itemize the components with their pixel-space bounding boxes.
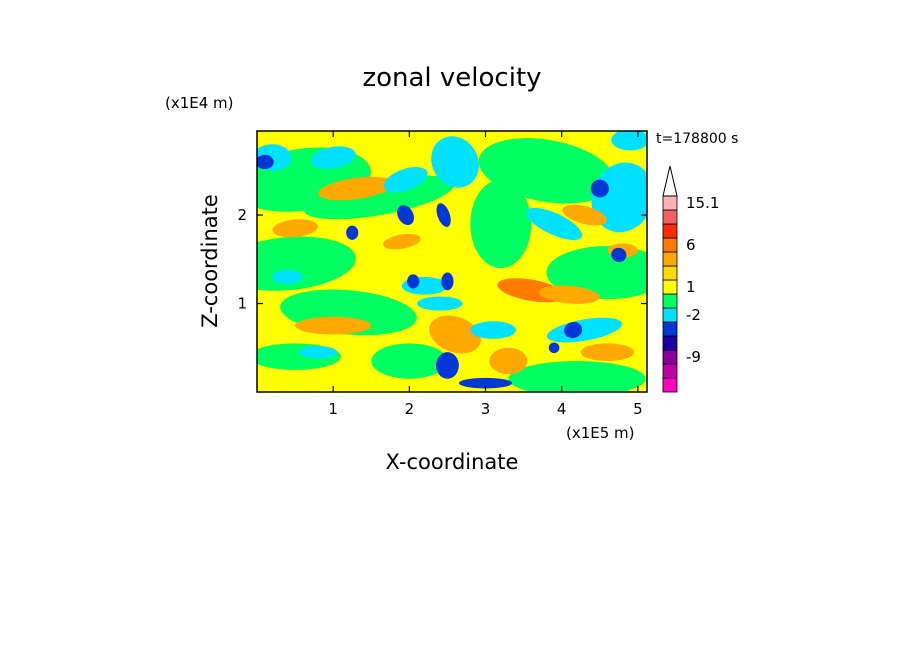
field-contour [257, 154, 274, 170]
x-tick-label: 4 [557, 400, 567, 418]
field-contour [303, 175, 454, 220]
x-tick-label: 3 [481, 400, 491, 418]
field-contour [546, 317, 623, 343]
chart-title: zonal velocity [362, 63, 541, 93]
field-contour [436, 203, 451, 227]
colorbar-box [662, 321, 678, 337]
field-contour [611, 247, 627, 262]
field-contour [470, 179, 532, 269]
field-contour [371, 343, 448, 379]
field-contour [346, 225, 359, 240]
field-contour [416, 296, 463, 311]
field-contour [298, 345, 337, 359]
field-contour [397, 205, 415, 226]
colorbar-box [662, 377, 678, 393]
field-contour [431, 136, 479, 188]
plot-area [257, 131, 647, 392]
field-contour [257, 236, 356, 291]
field-contour [590, 179, 609, 198]
field-contour [295, 316, 372, 335]
colorbar-box [662, 223, 678, 239]
colorbar-box [662, 363, 678, 379]
colorbar-box [662, 265, 678, 281]
colorbar-label: 15.1 [686, 194, 719, 212]
x-tick-label: 1 [328, 400, 338, 418]
field-contour [470, 321, 516, 339]
y-tick-label: 2 [237, 206, 247, 224]
colorbar-box [662, 209, 678, 225]
colorbar-box [662, 279, 678, 295]
field-contour [591, 162, 647, 233]
x-axis-label: X-coordinate [386, 450, 519, 474]
field-contour [489, 347, 528, 375]
time-label: t=178800 s [656, 131, 738, 147]
y-multiplier-label: (x1E4 m) [165, 94, 234, 112]
field-contour [407, 274, 420, 289]
x-multiplier-label: (x1E5 m) [566, 424, 635, 442]
colorbar-label: 6 [686, 236, 696, 254]
y-tick-label: 1 [237, 295, 247, 313]
field-contour [272, 269, 303, 285]
colorbar-box [662, 251, 678, 267]
colorbar-box [662, 195, 678, 211]
colorbar-box [662, 307, 678, 323]
field-contour [318, 176, 394, 201]
field-contour [458, 377, 513, 389]
field-contour [548, 342, 560, 354]
field-contour [580, 343, 635, 362]
colorbar-box [662, 293, 678, 309]
colorbar: 15.1 6 1 -2 -9 [662, 165, 719, 393]
field-contour [436, 352, 459, 379]
colorbar-label: -9 [686, 348, 701, 366]
colorbar-extend-arrow [662, 165, 678, 197]
field-contour [382, 233, 421, 250]
colorbar-label: -2 [686, 306, 701, 324]
plot-frame [256, 130, 648, 393]
field-contour [441, 272, 454, 291]
colorbar-box [662, 237, 678, 253]
x-tick-label: 5 [633, 400, 643, 418]
field-contour [526, 207, 583, 240]
x-tick-label: 2 [405, 400, 415, 418]
field-contour [508, 361, 646, 392]
field-contour [310, 146, 356, 169]
field-contour [562, 204, 607, 226]
field-contour [429, 315, 481, 354]
field-contour [564, 322, 583, 339]
field-contour [272, 219, 318, 238]
colorbar-box [662, 335, 678, 351]
field-contour [611, 131, 647, 151]
colorbar-label: 1 [686, 278, 696, 296]
field-contour [383, 166, 428, 193]
y-axis-label: Z-coordinate [198, 194, 222, 328]
field-contour [538, 285, 600, 304]
colorbar-box [662, 349, 678, 365]
